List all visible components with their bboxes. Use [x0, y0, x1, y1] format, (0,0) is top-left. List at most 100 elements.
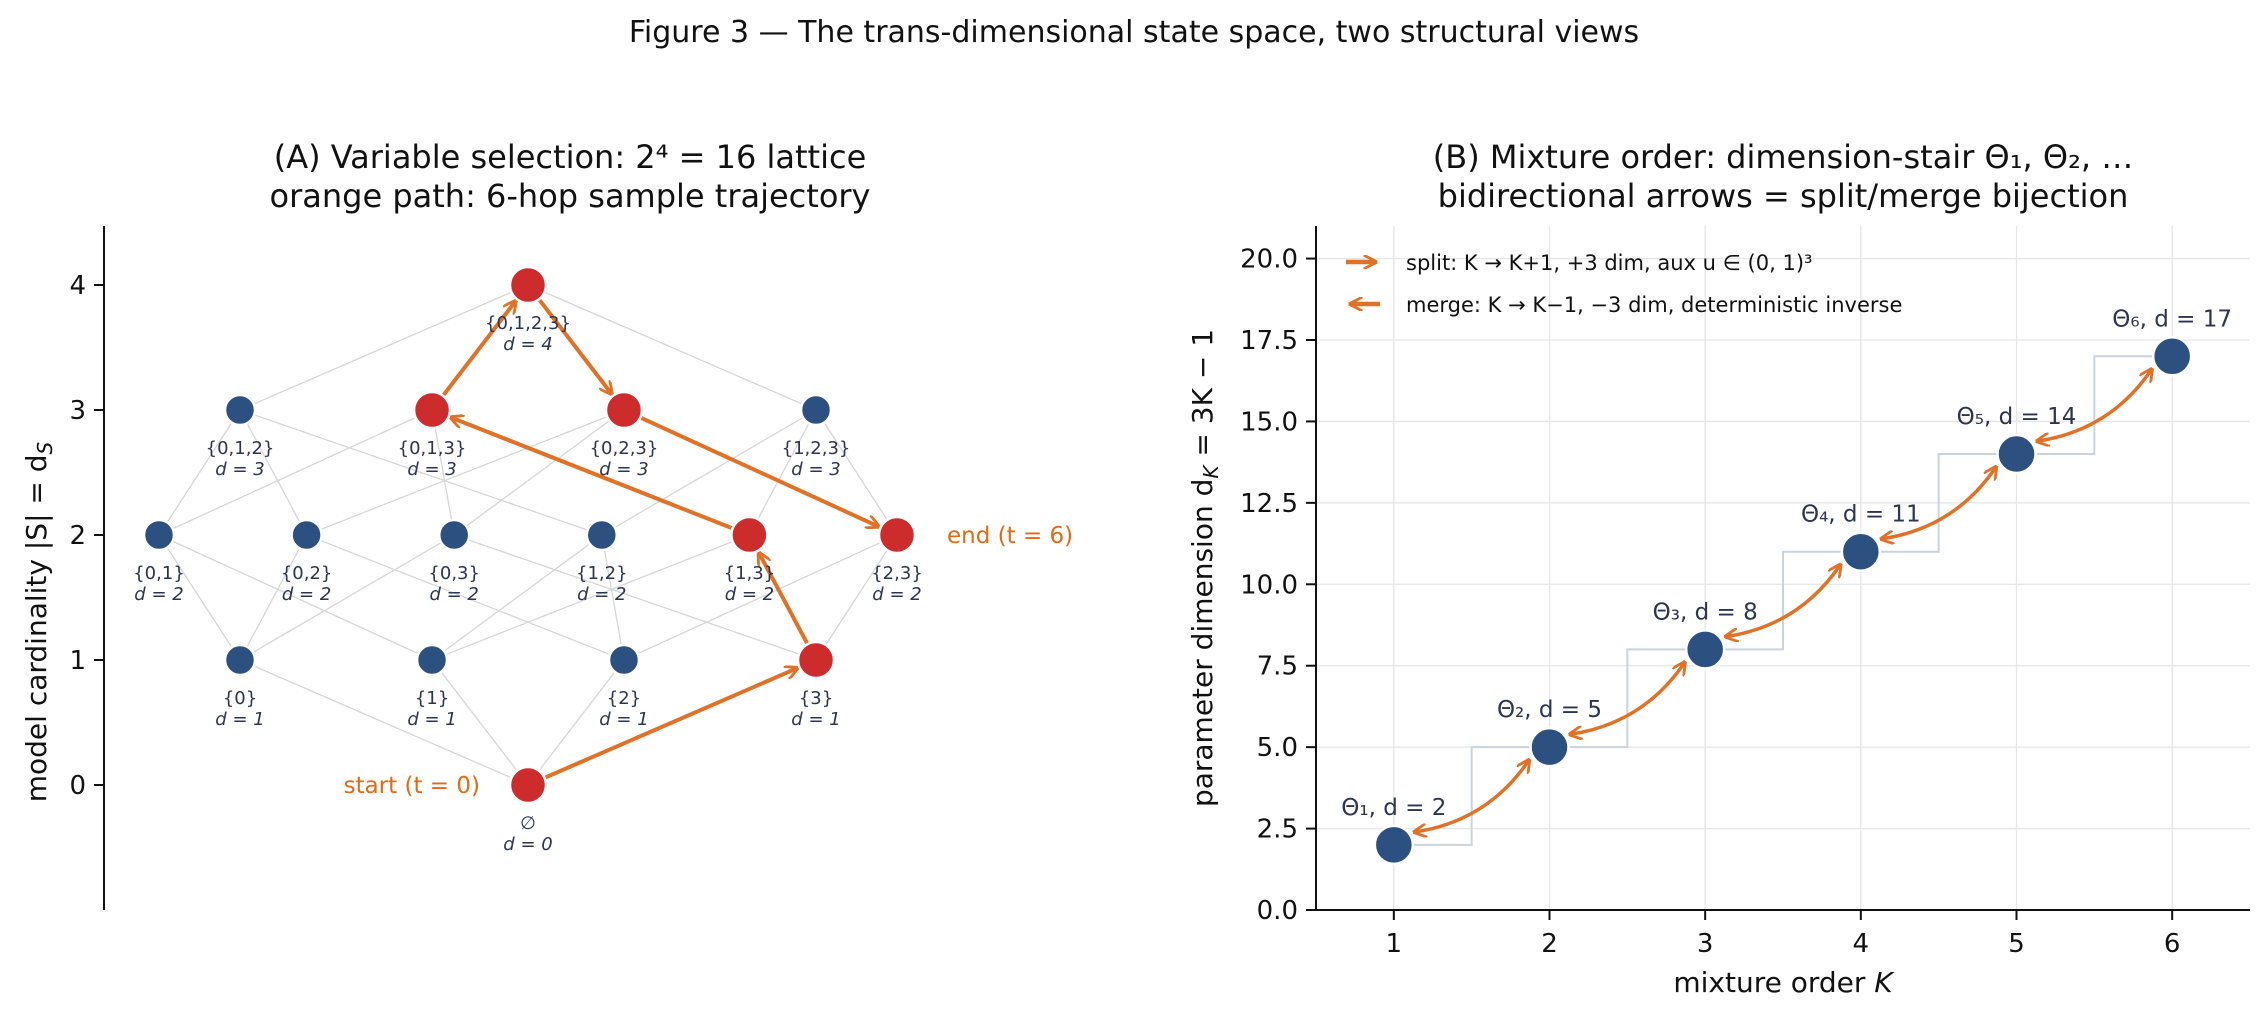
lattice-edge	[239, 534, 308, 661]
split-merge-arrow	[1881, 467, 1996, 539]
trajectory-arrow	[759, 553, 810, 646]
lattice-node-dim-label: d = 1	[791, 709, 840, 730]
lattice-node-dim-label: d = 0	[503, 834, 552, 855]
lattice-edge	[453, 534, 817, 661]
lattice-node	[412, 390, 452, 430]
panel-b-y-tick-label: 17.5	[1240, 326, 1298, 356]
panel-b-point-labels: Θ₁, d = 2 Θ₂, d = 5 Θ₃, d = 8 Θ₄, d = 11 Θ₅,…	[1341, 306, 2232, 821]
panel-a-y-tick-label: 4	[69, 271, 86, 301]
stair-point-label: Θ₃, d = 8	[1653, 599, 1758, 625]
panel-a-title-line1: (A) Variable selection: 2⁴ = 16 lattice	[274, 138, 867, 176]
panel-b-x-tick-label: 2	[1541, 929, 1558, 959]
split-merge-arrow	[1725, 564, 1840, 636]
lattice-node-dim-label: d = 2	[872, 584, 921, 605]
lattice-node-set-label: {2,3}	[871, 563, 923, 584]
panel-b-title-line1: (B) Mixture order: dimension-stair Θ₁, Θ…	[1433, 138, 2133, 176]
panel-b-split-merge-arrows	[1414, 369, 2152, 832]
panel-b: (B) Mixture order: dimension-stair Θ₁, Θ…	[1186, 138, 2250, 999]
lattice-node	[585, 518, 619, 552]
lattice-node	[415, 643, 449, 677]
lattice-node-set-label: {0,1}	[133, 563, 185, 584]
figure-title: Figure 3 — The trans-dimensional state s…	[629, 15, 1639, 50]
lattice-node-dim-label: d = 2	[577, 584, 626, 605]
stair-point	[1373, 824, 1415, 866]
lattice-node	[508, 765, 548, 805]
lattice-node-dim-label: d = 1	[215, 709, 264, 730]
lattice-edge	[431, 534, 750, 661]
lattice-edge	[158, 534, 433, 661]
lattice-node	[223, 643, 257, 677]
panel-a-y-ticks: 0 1 2 3 4	[69, 271, 104, 801]
lattice-node	[508, 265, 548, 305]
panel-b-title-line2: bidirectional arrows = split/merge bijec…	[1438, 177, 2129, 215]
panel-b-y-tick-label: 10.0	[1240, 570, 1298, 600]
panel-a-trajectory	[441, 300, 879, 780]
panel-b-x-tick-label: 6	[2164, 929, 2181, 959]
panel-a-node-labels: ∅d = 0{0}d = 1{1}d = 1{2}d = 1{3}d = 1{0…	[133, 313, 923, 855]
stair-point	[1996, 433, 2037, 475]
trajectory-end-label: end (t = 6)	[947, 523, 1073, 549]
panel-b-legend: split: K → K+1, +3 dim, aux u ∈ (0, 1)³ m…	[1346, 251, 1902, 317]
stair-point-label: Θ₆, d = 17	[2112, 306, 2232, 332]
lattice-edge	[306, 534, 625, 661]
lattice-node-dim-label: d = 1	[599, 709, 648, 730]
lattice-edge	[239, 284, 529, 411]
lattice-node-dim-label: d = 2	[134, 584, 183, 605]
lattice-edge	[431, 409, 455, 536]
lattice-edge	[306, 409, 625, 536]
lattice-edge	[158, 409, 433, 536]
lattice-node-set-label: {0,2}	[281, 563, 333, 584]
panel-a-y-tick-label: 0	[69, 771, 86, 801]
panel-a-lattice-edges	[158, 284, 898, 786]
legend-label: merge: K → K−1, −3 dim, deterministic in…	[1406, 293, 1902, 317]
panel-b-x-tick-label: 4	[1853, 929, 1870, 959]
panel-b-x-tick-label: 1	[1386, 929, 1403, 959]
lattice-node-set-label: ∅	[520, 813, 536, 834]
stair-point	[2151, 336, 2193, 377]
lattice-edge	[623, 534, 898, 661]
lattice-edge	[431, 534, 603, 661]
panel-b-x-tick-label: 3	[1697, 929, 1714, 959]
lattice-node	[290, 518, 323, 552]
lattice-node-dim-label: d = 2	[282, 584, 331, 605]
lattice-node-set-label: {0,3}	[428, 563, 480, 584]
lattice-node-dim-label: d = 3	[215, 459, 264, 480]
panel-b-y-label: parameter dimension dK = 3K − 1	[1186, 329, 1223, 807]
stair-point-label: Θ₂, d = 5	[1497, 697, 1602, 723]
split-merge-arrow	[1570, 662, 1685, 734]
panel-b-y-ticks: 0.0 2.5 5.0 7.5 10.0 12.5 15.0 17.5 20.0	[1240, 245, 1316, 926]
lattice-node	[796, 640, 836, 680]
lattice-edge	[601, 534, 625, 661]
panel-a-y-tick-label: 2	[69, 521, 86, 551]
lattice-edge	[239, 409, 603, 536]
panel-b-y-tick-label: 0.0	[1257, 896, 1298, 926]
lattice-node	[604, 390, 644, 430]
lattice-node	[223, 393, 257, 427]
lattice-node-dim-label: d = 4	[503, 334, 552, 355]
trajectory-arrow	[451, 417, 734, 531]
lattice-edge	[815, 409, 898, 536]
stair-point	[1684, 629, 1726, 670]
panel-b-x-tick-label: 5	[2008, 929, 2025, 959]
panel-b-y-tick-label: 20.0	[1240, 245, 1298, 275]
lattice-node-dim-label: d = 3	[599, 459, 648, 480]
panel-b-y-tick-label: 5.0	[1257, 733, 1298, 763]
panel-b-y-tick-label: 2.5	[1257, 815, 1298, 845]
lattice-node-set-label: {2}	[607, 688, 641, 709]
lattice-edge	[527, 659, 625, 786]
lattice-node	[877, 515, 917, 555]
lattice-edge	[158, 409, 241, 536]
lattice-node-set-label: {0,1,2,3}	[485, 313, 571, 334]
trajectory-start-label: start (t = 0)	[344, 773, 480, 799]
lattice-node	[607, 643, 641, 677]
lattice-edge	[453, 409, 625, 536]
stair-point-label: Θ₄, d = 11	[1801, 502, 1921, 528]
panel-a-lattice-nodes	[142, 265, 917, 805]
lattice-edge	[158, 534, 241, 661]
lattice-node-set-label: {1,2}	[576, 563, 628, 584]
lattice-node-set-label: {1,2,3}	[782, 438, 851, 459]
lattice-node-dim-label: d = 1	[407, 709, 456, 730]
panel-b-x-ticks: 1 2 3 4 5 6	[1386, 910, 2181, 959]
stair-point	[1529, 726, 1570, 768]
panel-b-points	[1373, 336, 2193, 866]
